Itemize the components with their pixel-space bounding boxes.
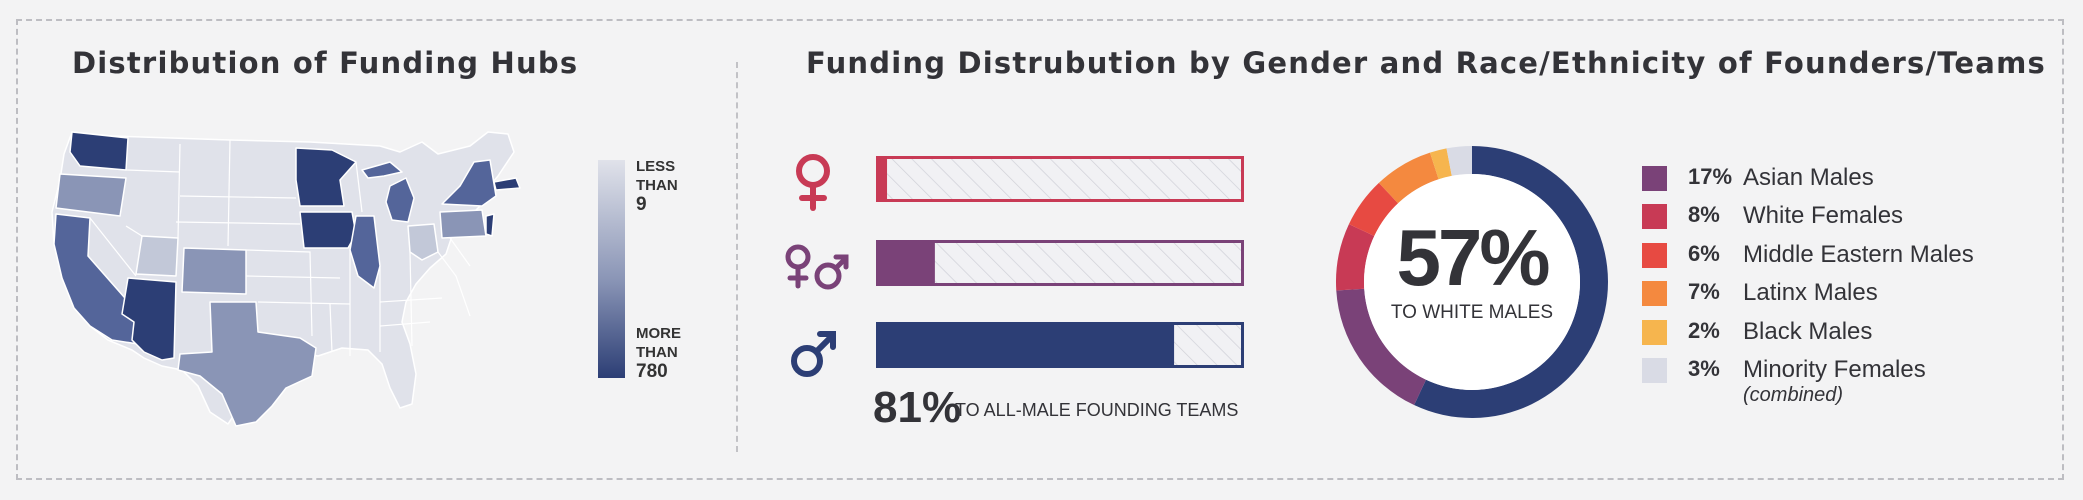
bar-male-symbol [876,322,1175,368]
bar-border-female-symbol [876,156,1244,202]
donut-center-value: 57% [1396,213,1550,302]
legend-percent: 7% [1688,279,1720,305]
scale-low-label: LESS THAN 9 [636,157,678,214]
scale-low-value: 9 [636,194,647,215]
state-massachusetts [493,177,521,191]
section-divider [736,62,738,452]
legend-item: 8% White Females [1642,200,2062,230]
donut-slice-black-males [1429,148,1452,180]
legend-swatch [1642,319,1667,345]
bar-mixed-gender-symbol [876,240,935,286]
legend-label: Middle Eastern Males [1743,240,1974,268]
female-icon [796,154,830,211]
legend-label: Black Males [1743,317,1873,345]
state-borders [89,139,471,356]
legend-item: 3% Minority Females (combined) [1642,354,2062,406]
race-donut-chart [1336,146,1608,418]
bar-group [876,156,1244,368]
male-icon [791,331,836,377]
scale-high-label: MORE THAN 780 [636,324,681,381]
legend-item: 7% Latinx Males [1642,277,2062,307]
donut-slice-latinx-males [1378,152,1439,204]
legend-percent: 8% [1688,202,1720,228]
chart-title: Funding Distrubution by Gender and Race/… [806,46,2046,80]
legend-label: Minority Females [1743,356,1926,383]
legend-swatch [1642,358,1667,383]
bar-track-mixed-gender-symbol [876,240,1244,286]
donut-slice-asian-males [1336,288,1427,406]
legend-item: 6% Middle Eastern Males [1642,239,2062,269]
state-michigan-upper [361,161,403,179]
legend-sublabel: (combined) [1743,384,1844,406]
state-utah [135,235,179,277]
state-minnesota [295,147,357,207]
legend-label: Asian Males [1743,164,1874,191]
legend-label: White Females [1743,202,1904,230]
bar-annotation-value: 81% [873,383,962,432]
state-michigan [385,177,415,223]
state-texas [177,301,317,427]
female-male-icon [785,244,849,290]
legend-percent: 3% [1688,356,1720,381]
donut-slice-middle-eastern-males [1348,182,1399,237]
infographic-frame [16,19,2064,480]
state-new-york [441,159,497,207]
scale-high-text: MORE THAN [636,325,681,361]
legend-percent: 6% [1688,240,1720,266]
state-ohio [407,223,439,261]
legend-swatch [1642,204,1667,230]
legend-swatch [1642,281,1667,307]
us-choropleth-map [51,131,521,427]
bar-border-male-symbol [876,322,1244,368]
state-washington [69,131,129,171]
state-oregon [55,173,127,217]
legend-item: 17% Asian Males [1642,162,2062,192]
donut-center-text: TO WHITE MALES [1390,302,1554,323]
map-title: Distribution of Funding Hubs [72,46,579,80]
scale-high-value: 780 [636,361,668,382]
donut-slice-minority-females [1446,146,1472,176]
bar-female-symbol [876,156,888,202]
bar-track-female-symbol [876,156,1244,202]
legend-swatch [1642,166,1667,191]
legend-item: 2% Black Males [1642,316,2062,346]
legend-swatch [1642,242,1667,268]
state-arizona [121,277,177,361]
donut-slice-white-males [1414,146,1608,418]
map-color-scale [598,160,625,378]
bar-annotation-text: TO ALL-MALE FOUNDING TEAMS [955,400,1239,420]
bar-border-mixed-gender-symbol [876,240,1244,286]
state-new-jersey [485,213,495,237]
scale-low-text: LESS THAN [636,158,678,194]
legend-label: Latinx Males [1743,279,1878,307]
state-pennsylvania [439,209,487,239]
legend-percent: 17% [1688,164,1733,189]
legend-percent: 2% [1688,317,1720,343]
donut-slice-white-females [1336,224,1375,291]
state-colorado [181,247,247,295]
